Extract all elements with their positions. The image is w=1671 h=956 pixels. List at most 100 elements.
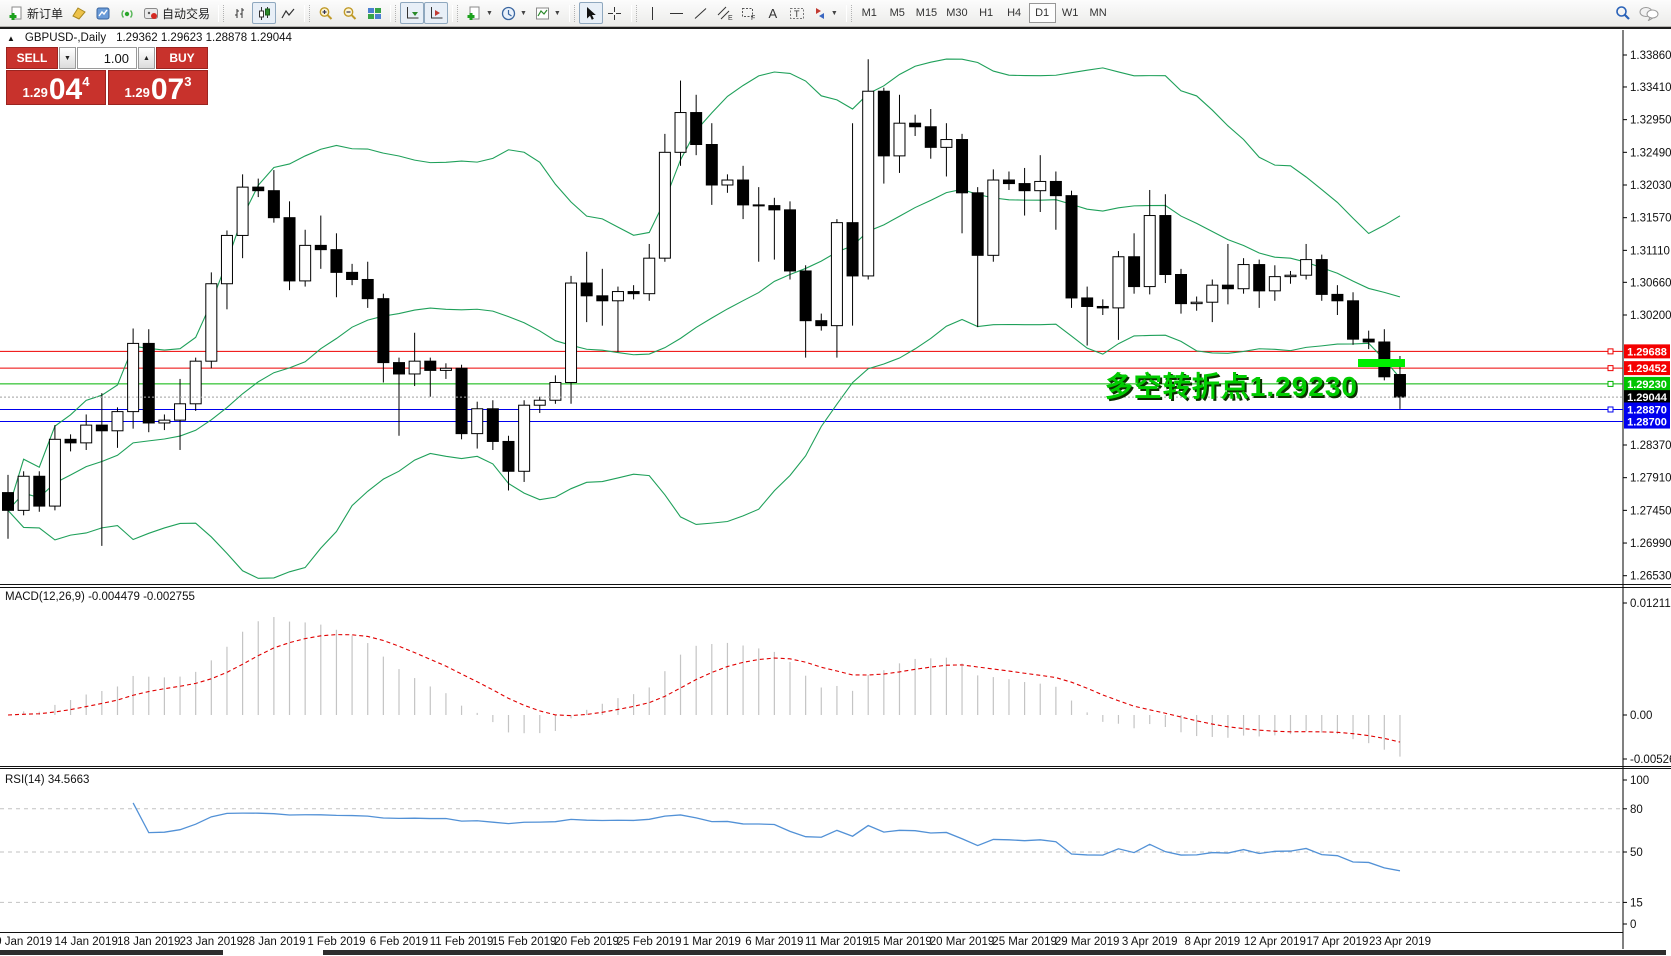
candle — [596, 295, 609, 302]
bottom-scrollbar-thumb[interactable] — [223, 950, 323, 955]
candle — [158, 419, 171, 424]
equidistant-channel-button[interactable]: E — [713, 2, 737, 24]
price-tag — [1624, 376, 1670, 391]
toolbar-right — [1615, 5, 1667, 21]
chevron-down-icon: ▼ — [486, 9, 493, 17]
vertical-line-button[interactable] — [641, 2, 665, 24]
candle — [393, 362, 405, 375]
candle — [174, 403, 187, 421]
candlestick-chart-button[interactable] — [252, 2, 277, 24]
pivot-highlight-bar[interactable] — [1358, 359, 1405, 367]
price-tag-label: 1.29044 — [1627, 392, 1668, 404]
price-tag-label: 1.28870 — [1627, 404, 1667, 416]
timeframe-m30-button[interactable]: M30 — [946, 7, 968, 19]
candle — [752, 204, 765, 207]
search-icon[interactable] — [1615, 5, 1631, 21]
periods-button[interactable]: ▼ — [497, 2, 531, 24]
arrows-button[interactable]: ▼ — [809, 2, 842, 24]
candle — [909, 122, 922, 128]
date-tick-label: 15 Feb 2019 — [492, 936, 557, 948]
candle — [377, 298, 390, 364]
horizontal-line-button[interactable] — [665, 2, 689, 24]
text-tool-icon: A — [768, 5, 778, 21]
pivot-annotation[interactable]: 多空转折点1.29230 — [1104, 371, 1358, 402]
volume-up-button[interactable]: ▲ — [138, 47, 155, 69]
timeframe-w1-button[interactable]: W1 — [1061, 7, 1079, 19]
profiles-button[interactable] — [91, 2, 115, 24]
chart-shift-icon — [430, 6, 443, 18]
chat-icon[interactable] — [1639, 5, 1659, 21]
candle — [611, 291, 624, 302]
new-order-button[interactable]: 新订单 — [4, 2, 67, 24]
candle — [17, 475, 30, 511]
volume-input[interactable]: 1.00 — [77, 47, 137, 69]
zoom-in-icon — [319, 6, 333, 20]
candle — [674, 112, 687, 153]
new-order-icon — [9, 6, 22, 20]
zoom-in-button[interactable] — [314, 2, 338, 24]
toolbar-grip — [845, 4, 852, 22]
chevron-down-icon: ▼ — [553, 9, 561, 17]
price-tag — [1624, 344, 1670, 359]
timeframe-m5-button[interactable]: M5 — [889, 7, 905, 19]
bottom-scrollbar[interactable] — [0, 950, 1666, 955]
price-tick-label: 1.33860 — [1630, 50, 1671, 62]
signals-icon — [121, 9, 133, 18]
timeframe-d1-button[interactable]: D1 — [1028, 3, 1056, 23]
level-endpoint-marker — [1607, 348, 1614, 355]
candle — [1112, 256, 1125, 309]
cursor-button[interactable] — [578, 2, 603, 24]
candle — [987, 179, 1000, 256]
candle — [267, 190, 280, 219]
autotrading-button[interactable]: 自动交易 — [139, 2, 214, 24]
signals-button[interactable] — [115, 2, 139, 24]
buy-button[interactable]: BUY — [156, 47, 208, 69]
templates-button[interactable]: ▼ — [531, 2, 565, 24]
indicators-button[interactable]: ▼ — [462, 2, 497, 24]
timeframe-m15-button[interactable]: M15 — [915, 7, 938, 19]
candle — [95, 424, 108, 432]
timeframe-h4-button[interactable]: H4 — [1007, 7, 1022, 19]
price-tick-label: 1.27450 — [1630, 505, 1671, 517]
svg-text:E: E — [728, 15, 733, 21]
macd-tick-label: 0.012119 — [1630, 598, 1671, 610]
buy-price-button[interactable]: 1.29 07 3 — [108, 70, 208, 105]
candle — [502, 440, 515, 472]
trendline-button[interactable] — [689, 2, 713, 24]
candle — [721, 179, 734, 186]
candle — [1315, 259, 1328, 295]
timeframe-h1-button[interactable]: H1 — [979, 7, 994, 19]
line-chart-button[interactable] — [276, 2, 300, 24]
auto-scroll-button[interactable] — [400, 2, 425, 24]
sell-price-button[interactable]: 1.29 04 4 — [6, 70, 106, 105]
timeframe-m1-button[interactable]: M1 — [861, 7, 877, 19]
chart-shift-button[interactable] — [424, 2, 449, 24]
bar-chart-button[interactable] — [228, 2, 252, 24]
metaeditor-button[interactable] — [67, 2, 91, 24]
level-endpoint-marker — [1607, 365, 1614, 372]
candle — [1393, 374, 1406, 398]
price-tag-label: 1.29688 — [1627, 346, 1667, 358]
sell-button[interactable]: SELL — [6, 47, 58, 69]
volume-down-button[interactable]: ▼ — [59, 47, 76, 69]
timeframe-mn-button[interactable]: MN — [1089, 7, 1107, 19]
crosshair-icon — [608, 6, 622, 20]
date-tick-label: 20 Feb 2019 — [554, 936, 619, 948]
crosshair-button[interactable] — [603, 2, 627, 24]
tile-windows-button[interactable] — [362, 2, 386, 24]
date-tick-label: 9 Jan 2019 — [0, 936, 52, 948]
level-endpoint-marker — [1607, 406, 1614, 413]
candle — [956, 139, 969, 194]
candle — [408, 360, 421, 375]
chart-canvas[interactable]: 1.33860 1.33410 1.32950 1.32490 1.32030 1.315… — [0, 29, 1671, 956]
candle — [924, 126, 937, 148]
candle — [1221, 284, 1234, 290]
fibonacci-button[interactable]: F — [737, 2, 761, 24]
date-tick-label: 25 Feb 2019 — [617, 936, 682, 948]
date-tick-label: 14 Jan 2019 — [55, 936, 118, 948]
price-axis-ticks: 1.33860 1.33410 1.32950 1.32490 1.32030 1.315… — [1623, 50, 1671, 931]
zoom-out-button[interactable] — [338, 2, 362, 24]
text-button[interactable]: A — [761, 2, 785, 24]
candle — [471, 408, 484, 435]
text-label-button[interactable]: T — [785, 2, 809, 24]
